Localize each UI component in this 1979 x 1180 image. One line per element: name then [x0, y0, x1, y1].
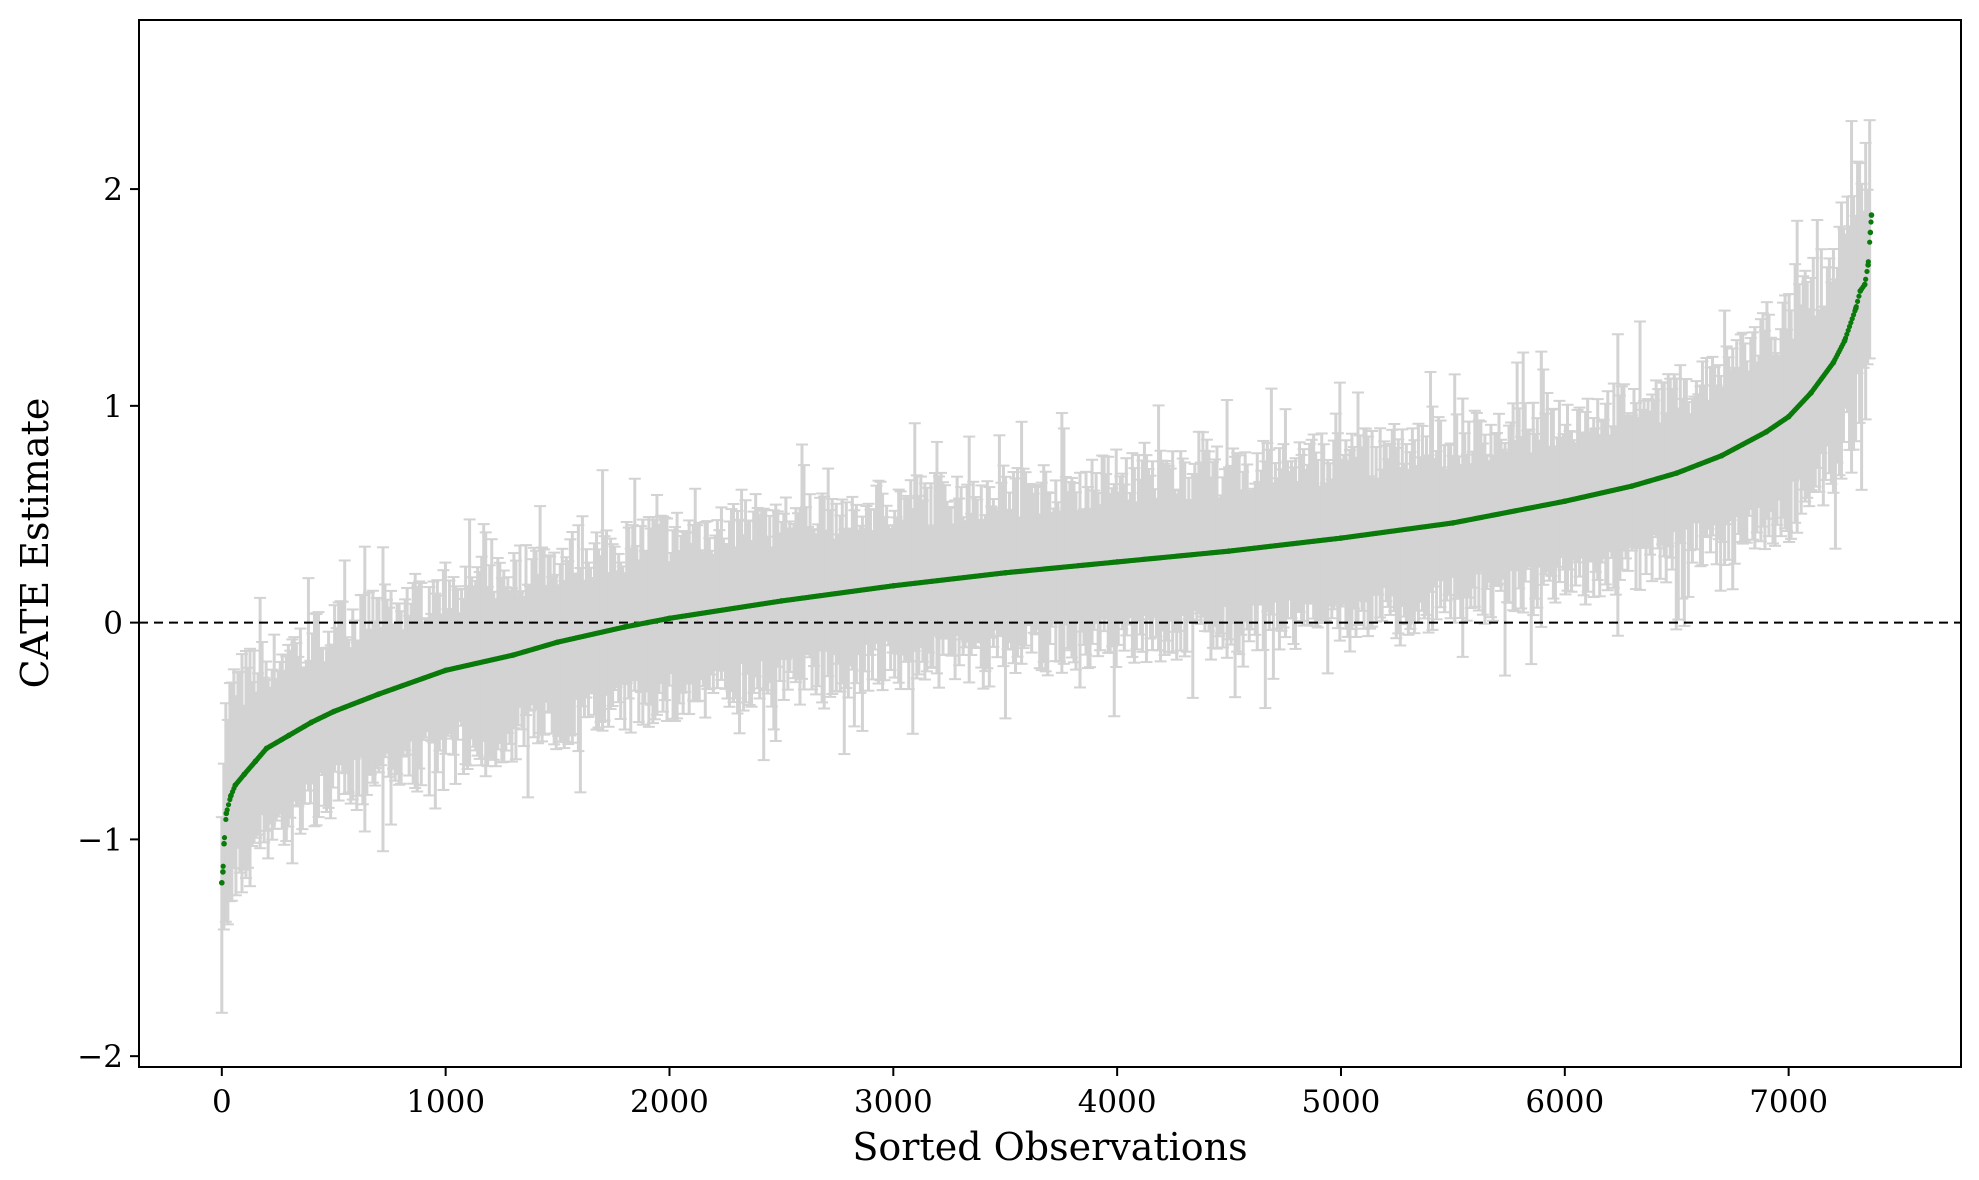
estimate-point: [1868, 219, 1874, 225]
estimate-point: [1830, 359, 1837, 366]
x-tick-label: 7000: [1749, 1084, 1828, 1120]
estimate-point: [1450, 520, 1456, 526]
estimate-point: [1338, 535, 1344, 541]
y-tick-label: 2: [103, 172, 123, 208]
estimate-point: [1763, 429, 1770, 435]
estimate-point: [510, 652, 516, 658]
estimate-point: [221, 840, 227, 847]
x-tick-label: 4000: [1078, 1084, 1157, 1120]
y-tick-label: −1: [77, 822, 123, 858]
estimate-point: [219, 879, 225, 886]
estimate-point: [1844, 331, 1850, 337]
x-tick-label: 6000: [1525, 1084, 1604, 1120]
estimate-point: [666, 615, 673, 622]
estimate-point: [1868, 212, 1875, 218]
estimate-point: [1856, 293, 1862, 299]
estimate-point: [220, 869, 226, 875]
y-axis-title: CATE Estimate: [13, 398, 57, 689]
estimate-point: [1865, 262, 1871, 268]
estimate-point: [1863, 276, 1869, 282]
x-axis-ticks: 0 1000 2000 3000 4000 5000 6000 7000: [212, 1067, 1828, 1120]
estimate-point: [252, 758, 259, 765]
estimate-point: [1841, 338, 1848, 344]
error-bars-group: [215, 119, 1876, 1014]
estimate-point: [644, 619, 650, 626]
x-axis-title: Sorted Observations: [852, 1125, 1247, 1169]
estimate-point: [1845, 327, 1851, 334]
estimate-point: [1848, 320, 1854, 326]
estimate-point: [1629, 483, 1635, 489]
estimate-point: [241, 771, 248, 778]
y-axis-ticks: −2 −1 0 1 2: [77, 172, 139, 1075]
estimate-point: [286, 732, 292, 739]
x-tick-label: 3000: [854, 1084, 933, 1120]
estimate-point: [1852, 305, 1859, 312]
estimate-point: [1867, 239, 1873, 245]
estimate-point: [232, 782, 239, 788]
estimate-point: [1861, 281, 1868, 288]
estimate-point: [1808, 390, 1814, 396]
estimate-point: [1854, 298, 1861, 304]
estimate-point: [1849, 316, 1855, 322]
estimate-point: [223, 816, 229, 823]
y-tick-label: 0: [103, 606, 123, 642]
x-tick-label: 5000: [1302, 1084, 1381, 1120]
x-tick-label: 2000: [630, 1084, 709, 1120]
x-tick-label: 0: [212, 1084, 232, 1120]
estimate-point: [1718, 452, 1725, 459]
estimate-point: [223, 810, 230, 817]
estimate-point: [1864, 268, 1870, 275]
estimate-point: [330, 708, 337, 715]
estimate-point: [220, 863, 226, 869]
estimate-point: [442, 667, 449, 674]
estimate-point: [1673, 470, 1680, 476]
plot-frame: [138, 19, 1962, 1068]
estimate-point: [1857, 288, 1864, 294]
estimate-point: [1114, 559, 1120, 565]
estimate-point: [225, 802, 232, 808]
estimate-point: [778, 598, 785, 604]
estimate-point: [1867, 229, 1874, 236]
estimate-point: [1226, 548, 1232, 554]
estimate-point: [263, 745, 270, 752]
estimate-point: [1562, 498, 1568, 505]
estimate-point: [621, 624, 628, 630]
x-tick-label: 1000: [406, 1084, 485, 1120]
estimate-point: [308, 719, 315, 726]
estimate-point: [227, 793, 234, 799]
y-tick-label: −2: [77, 1039, 123, 1075]
y-tick-label: 1: [103, 389, 123, 425]
estimate-point: [890, 582, 897, 589]
estimate-point: [1785, 413, 1792, 420]
estimate-point: [1846, 323, 1853, 330]
estimate-point: [1002, 569, 1009, 576]
estimate-point: [375, 691, 382, 697]
estimate-point: [1850, 312, 1857, 318]
estimate-point: [221, 835, 228, 841]
point-estimates-group: [219, 212, 1875, 886]
estimate-point: [554, 639, 561, 645]
